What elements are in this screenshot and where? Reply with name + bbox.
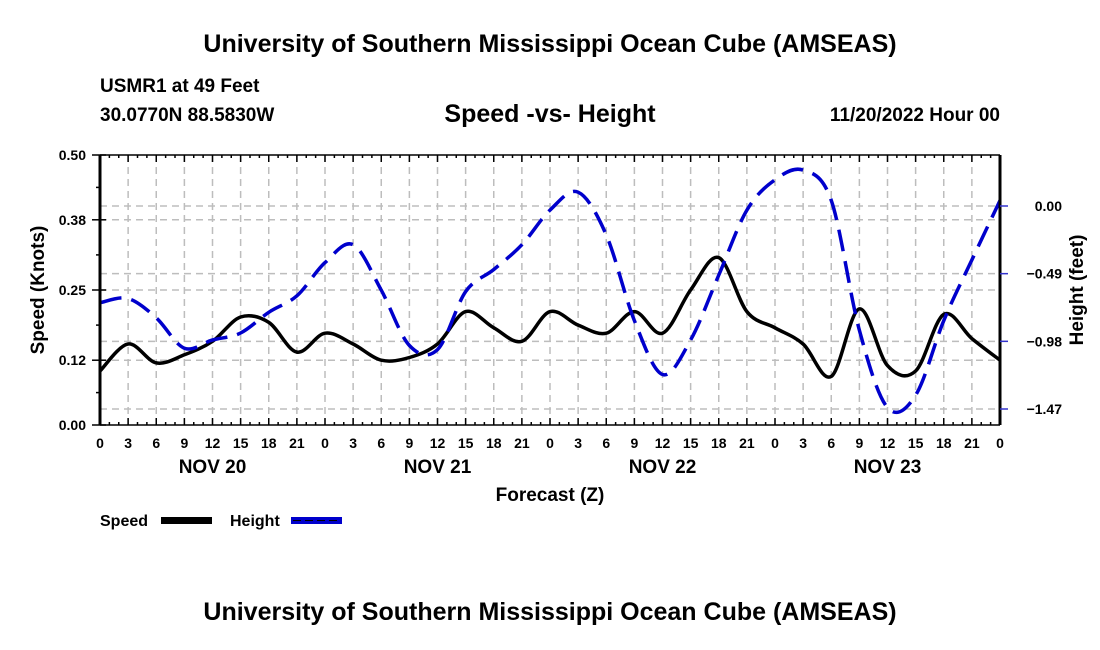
coordinates-label: 30.0770N 88.5830W <box>100 105 275 126</box>
main-title: University of Southern Mississippi Ocean… <box>203 30 897 58</box>
x-tick-label: 6 <box>152 435 160 451</box>
x-tick-label: 18 <box>261 435 277 451</box>
date-label: NOV 22 <box>629 457 697 478</box>
y2-tick-label: 0.00 <box>1035 198 1062 214</box>
x-tick-label: 3 <box>574 435 582 451</box>
x-tick-label: 21 <box>739 435 755 451</box>
x-tick-label: 15 <box>908 435 924 451</box>
legend-label-height: Height <box>230 513 280 530</box>
x-tick-label: 15 <box>233 435 249 451</box>
y2-axis-title: Height (feet) <box>1067 235 1088 346</box>
x-tick-label: 3 <box>124 435 132 451</box>
x-tick-label: 9 <box>405 435 413 451</box>
date-label: NOV 20 <box>179 457 247 478</box>
x-tick-label: 18 <box>936 435 952 451</box>
x-tick-label: 12 <box>655 435 671 451</box>
series-group <box>98 167 1002 415</box>
x-tick-label: 9 <box>630 435 638 451</box>
date-label: NOV 23 <box>854 457 922 478</box>
y-axis-title: Speed (Knots) <box>28 226 49 355</box>
x-tick-label: 0 <box>996 435 1004 451</box>
x-tick-label: 3 <box>349 435 357 451</box>
x-tick-label: 12 <box>880 435 896 451</box>
x-tick-label: 6 <box>827 435 835 451</box>
y2-tick-label: −0.98 <box>1027 333 1063 349</box>
x-tick-label: 9 <box>855 435 863 451</box>
x-axis-title: Forecast (Z) <box>496 485 605 506</box>
x-tick-label: 12 <box>430 435 446 451</box>
x-tick-label: 6 <box>377 435 385 451</box>
x-tick-label: 3 <box>799 435 807 451</box>
x-tick-label: 12 <box>205 435 221 451</box>
x-tick-label: 0 <box>771 435 779 451</box>
legend-swatch-height <box>291 517 342 524</box>
y-tick-label: 0.50 <box>59 147 86 163</box>
legend-label-speed: Speed <box>100 513 148 530</box>
x-tick-label: 18 <box>486 435 502 451</box>
y2-tick-label: −1.47 <box>1027 401 1063 417</box>
x-tick-label: 0 <box>321 435 329 451</box>
x-tick-label: 15 <box>683 435 699 451</box>
chart-subtitle: Speed -vs- Height <box>444 100 656 128</box>
station-label: USMR1 at 49 Feet <box>100 76 260 97</box>
y-tick-label: 0.12 <box>59 352 86 368</box>
x-tick-label: 21 <box>289 435 305 451</box>
x-tick-label: 21 <box>514 435 530 451</box>
forecast-datetime: 11/20/2022 Hour 00 <box>829 105 1000 126</box>
y2-tick-label: −0.49 <box>1027 266 1063 282</box>
axis-labels: 0 3 6 9 12 15 18 21 0 3 6 9 12 15 18 21 0 3 6 9 12 15 18 21 0 3 6 9… <box>28 147 1088 506</box>
series-line-height <box>99 167 1002 415</box>
x-tick-label: 0 <box>96 435 104 451</box>
legend-swatch-speed <box>161 517 212 524</box>
y-tick-label: 0.00 <box>59 417 86 433</box>
x-tick-label: 18 <box>711 435 727 451</box>
y-tick-label: 0.25 <box>59 282 86 298</box>
x-tick-label: 0 <box>546 435 554 451</box>
x-tick-label: 15 <box>458 435 474 451</box>
x-tick-label: 21 <box>964 435 980 451</box>
date-label: NOV 21 <box>404 457 472 478</box>
x-tick-label: 6 <box>602 435 610 451</box>
y-tick-label: 0.38 <box>59 212 86 228</box>
footer-title: University of Southern Mississippi Ocean… <box>203 598 897 626</box>
x-tick-label: 9 <box>180 435 188 451</box>
legend: Speed Height <box>100 513 342 530</box>
grid <box>100 155 1000 425</box>
axes <box>92 154 1008 426</box>
